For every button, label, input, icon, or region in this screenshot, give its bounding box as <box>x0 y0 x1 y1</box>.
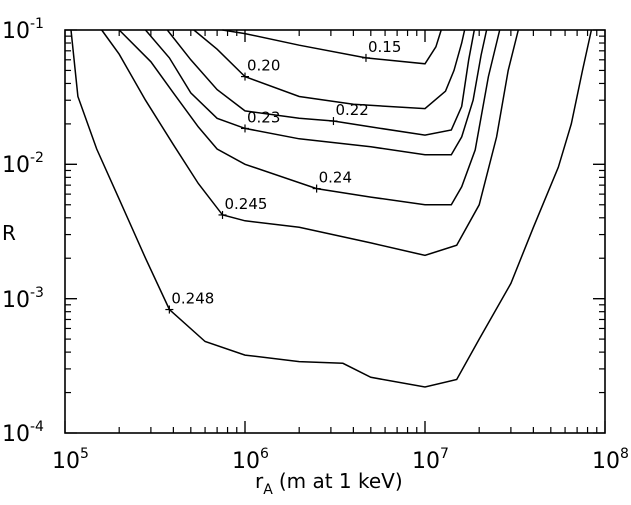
y-tick-label-1e-1: 10-1 <box>2 16 44 44</box>
contour-label-0_248: 0.248 <box>171 290 214 308</box>
contour-labels: 0.15 0.20 0.22 0.23 0.24 0.245 0.248 <box>165 38 401 314</box>
y-tick-label-1e-3: 10-3 <box>2 285 44 313</box>
y-tick-label-1e-4: 10-4 <box>2 419 44 447</box>
contour-label-0_23: 0.23 <box>247 108 280 126</box>
contour-lines <box>70 29 593 388</box>
plot-frame <box>64 29 606 434</box>
contour-label-0_22: 0.22 <box>335 101 368 119</box>
contour-label-0_245: 0.245 <box>225 195 268 213</box>
x-tick-label-1e7: 107 <box>412 446 449 474</box>
contour-label-0_20: 0.20 <box>247 57 280 75</box>
axis-ticks <box>64 29 606 434</box>
contour-line-0_248 <box>70 29 593 388</box>
x-tick-label-1e6: 106 <box>232 446 269 474</box>
contour-line-0_20 <box>193 29 466 110</box>
contour-line-0_24 <box>118 29 501 206</box>
contour-label-0_15: 0.15 <box>368 38 401 56</box>
contour-line-0_23 <box>144 29 488 156</box>
contour-line-0_245 <box>101 29 520 257</box>
y-axis-title: R <box>2 221 16 245</box>
y-tick-label-1e-2: 10-2 <box>2 150 44 178</box>
x-tick-label-1e8: 108 <box>592 446 629 474</box>
contour-line-0_22 <box>166 29 476 136</box>
contour-label-0_24: 0.24 <box>319 169 352 187</box>
x-axis-title: rA (m at 1 keV) <box>255 469 403 498</box>
x-tick-label-1e5: 105 <box>52 446 89 474</box>
